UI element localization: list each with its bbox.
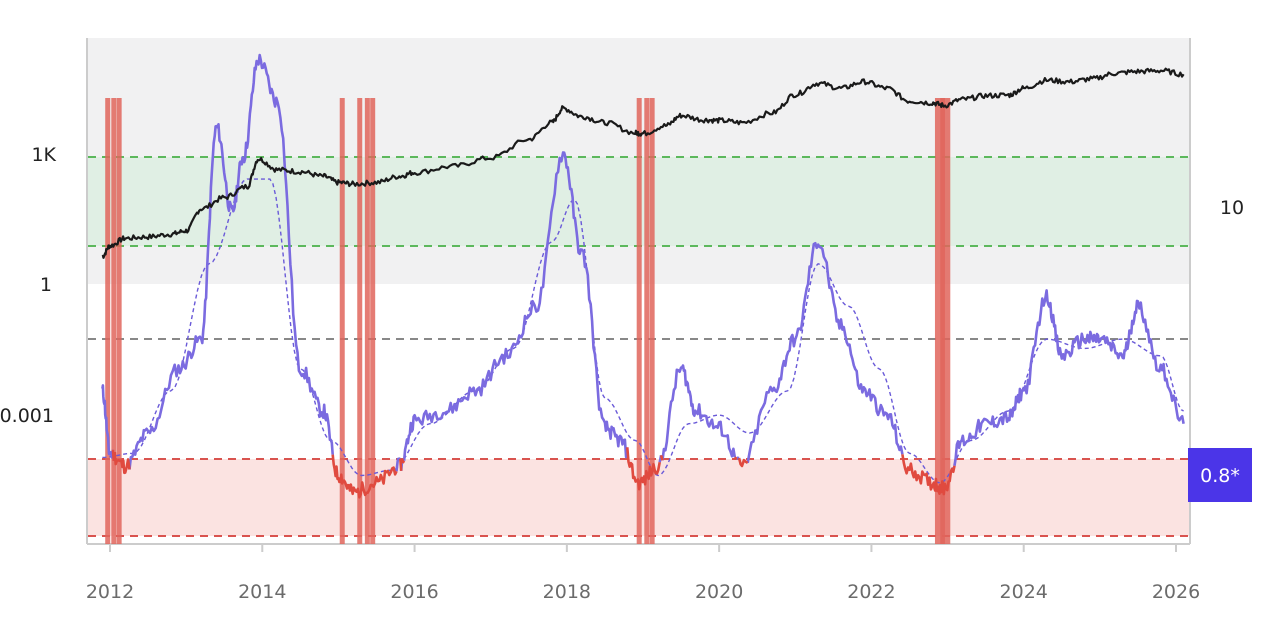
x-tick-label: 2024	[1000, 581, 1048, 603]
signal-bar	[364, 98, 370, 544]
current-value-badge	[1188, 448, 1252, 502]
price-line	[101, 67, 1185, 259]
signal-bar	[111, 98, 117, 544]
signal-bar	[357, 98, 363, 544]
signal-bar	[370, 98, 376, 544]
right-tick-label-10: 10	[1220, 197, 1244, 219]
x-tick-label: 2016	[390, 581, 438, 603]
x-tick-label: 2012	[86, 581, 134, 603]
signal-bar	[636, 98, 642, 544]
x-tick-label: 2020	[695, 581, 743, 603]
signal-bar	[105, 98, 111, 544]
signal-bar	[940, 98, 951, 544]
signal-bars	[105, 98, 951, 544]
signal-bar	[644, 98, 650, 544]
x-tick-label: 2018	[543, 581, 591, 603]
left-tick-label-1k: 1K	[31, 144, 56, 166]
signal-bar	[649, 98, 655, 544]
x-tick-label: 2022	[847, 581, 895, 603]
indicator-low-line	[111, 447, 956, 499]
x-axis-ticks: 2012 2014 2016 2018 2020 2022 2024 2026	[86, 544, 1200, 603]
moving-average-line	[102, 178, 1184, 484]
current-value-badge-text: 0.8*	[1200, 465, 1240, 487]
left-tick-label-1: 1	[40, 274, 52, 296]
signal-bar	[339, 98, 345, 544]
x-tick-label: 2014	[238, 581, 286, 603]
signal-bar	[116, 98, 122, 544]
signal-bar	[934, 98, 945, 544]
left-tick-label-0001: 0.001	[0, 405, 54, 427]
x-tick-label: 2026	[1152, 581, 1200, 603]
